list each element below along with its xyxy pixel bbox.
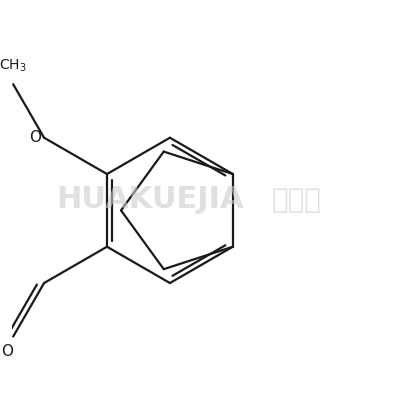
- Text: CH$_3$: CH$_3$: [0, 58, 27, 74]
- Text: HUAKUEJIA: HUAKUEJIA: [56, 186, 244, 214]
- Text: O: O: [29, 130, 41, 145]
- Text: O: O: [1, 344, 13, 359]
- Text: 化学加: 化学加: [271, 186, 321, 214]
